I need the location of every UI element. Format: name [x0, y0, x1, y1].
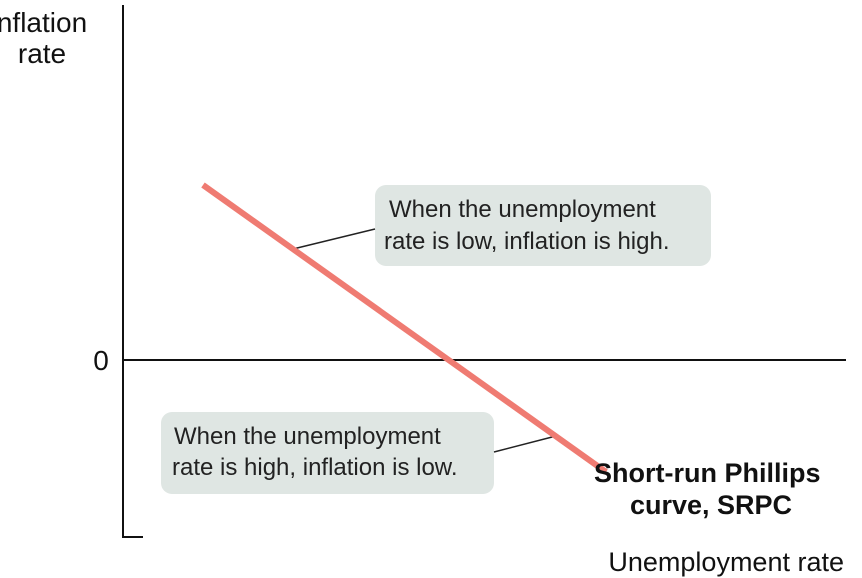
leader-line-low-unemployment — [292, 228, 376, 250]
callout-box-low-unemployment — [375, 185, 711, 266]
y-tick-label-zero: 0 — [93, 345, 109, 376]
srpc-label-line-1: Short-run Phillips — [594, 458, 821, 488]
callout-low-line-1: When the unemployment — [389, 196, 656, 223]
x-axis-label: Unemployment rate — [608, 547, 844, 577]
srpc-curve — [201, 182, 608, 475]
srpc-label: Short-run Phillips curve, SRPC — [594, 458, 828, 520]
callout-low-line-2: rate is low, inflation is high. — [384, 228, 669, 255]
leader-line-high-unemployment — [493, 435, 557, 453]
srpc-label-line-2: curve, SRPC — [630, 490, 792, 520]
y-axis-label: Inflation rate — [0, 7, 95, 69]
y-axis-label-line-1: Inflation — [0, 7, 87, 38]
callout-high-line-1: When the unemployment — [174, 423, 441, 450]
y-axis-label-line-2: rate — [18, 38, 66, 69]
callout-box-high-unemployment — [161, 412, 494, 494]
callout-text-low-unemployment: When the unemployment rate is low, infla… — [384, 196, 669, 255]
callout-high-line-2: rate is high, inflation is low. — [172, 454, 457, 481]
callout-text-high-unemployment: When the unemployment rate is high, infl… — [172, 423, 457, 481]
